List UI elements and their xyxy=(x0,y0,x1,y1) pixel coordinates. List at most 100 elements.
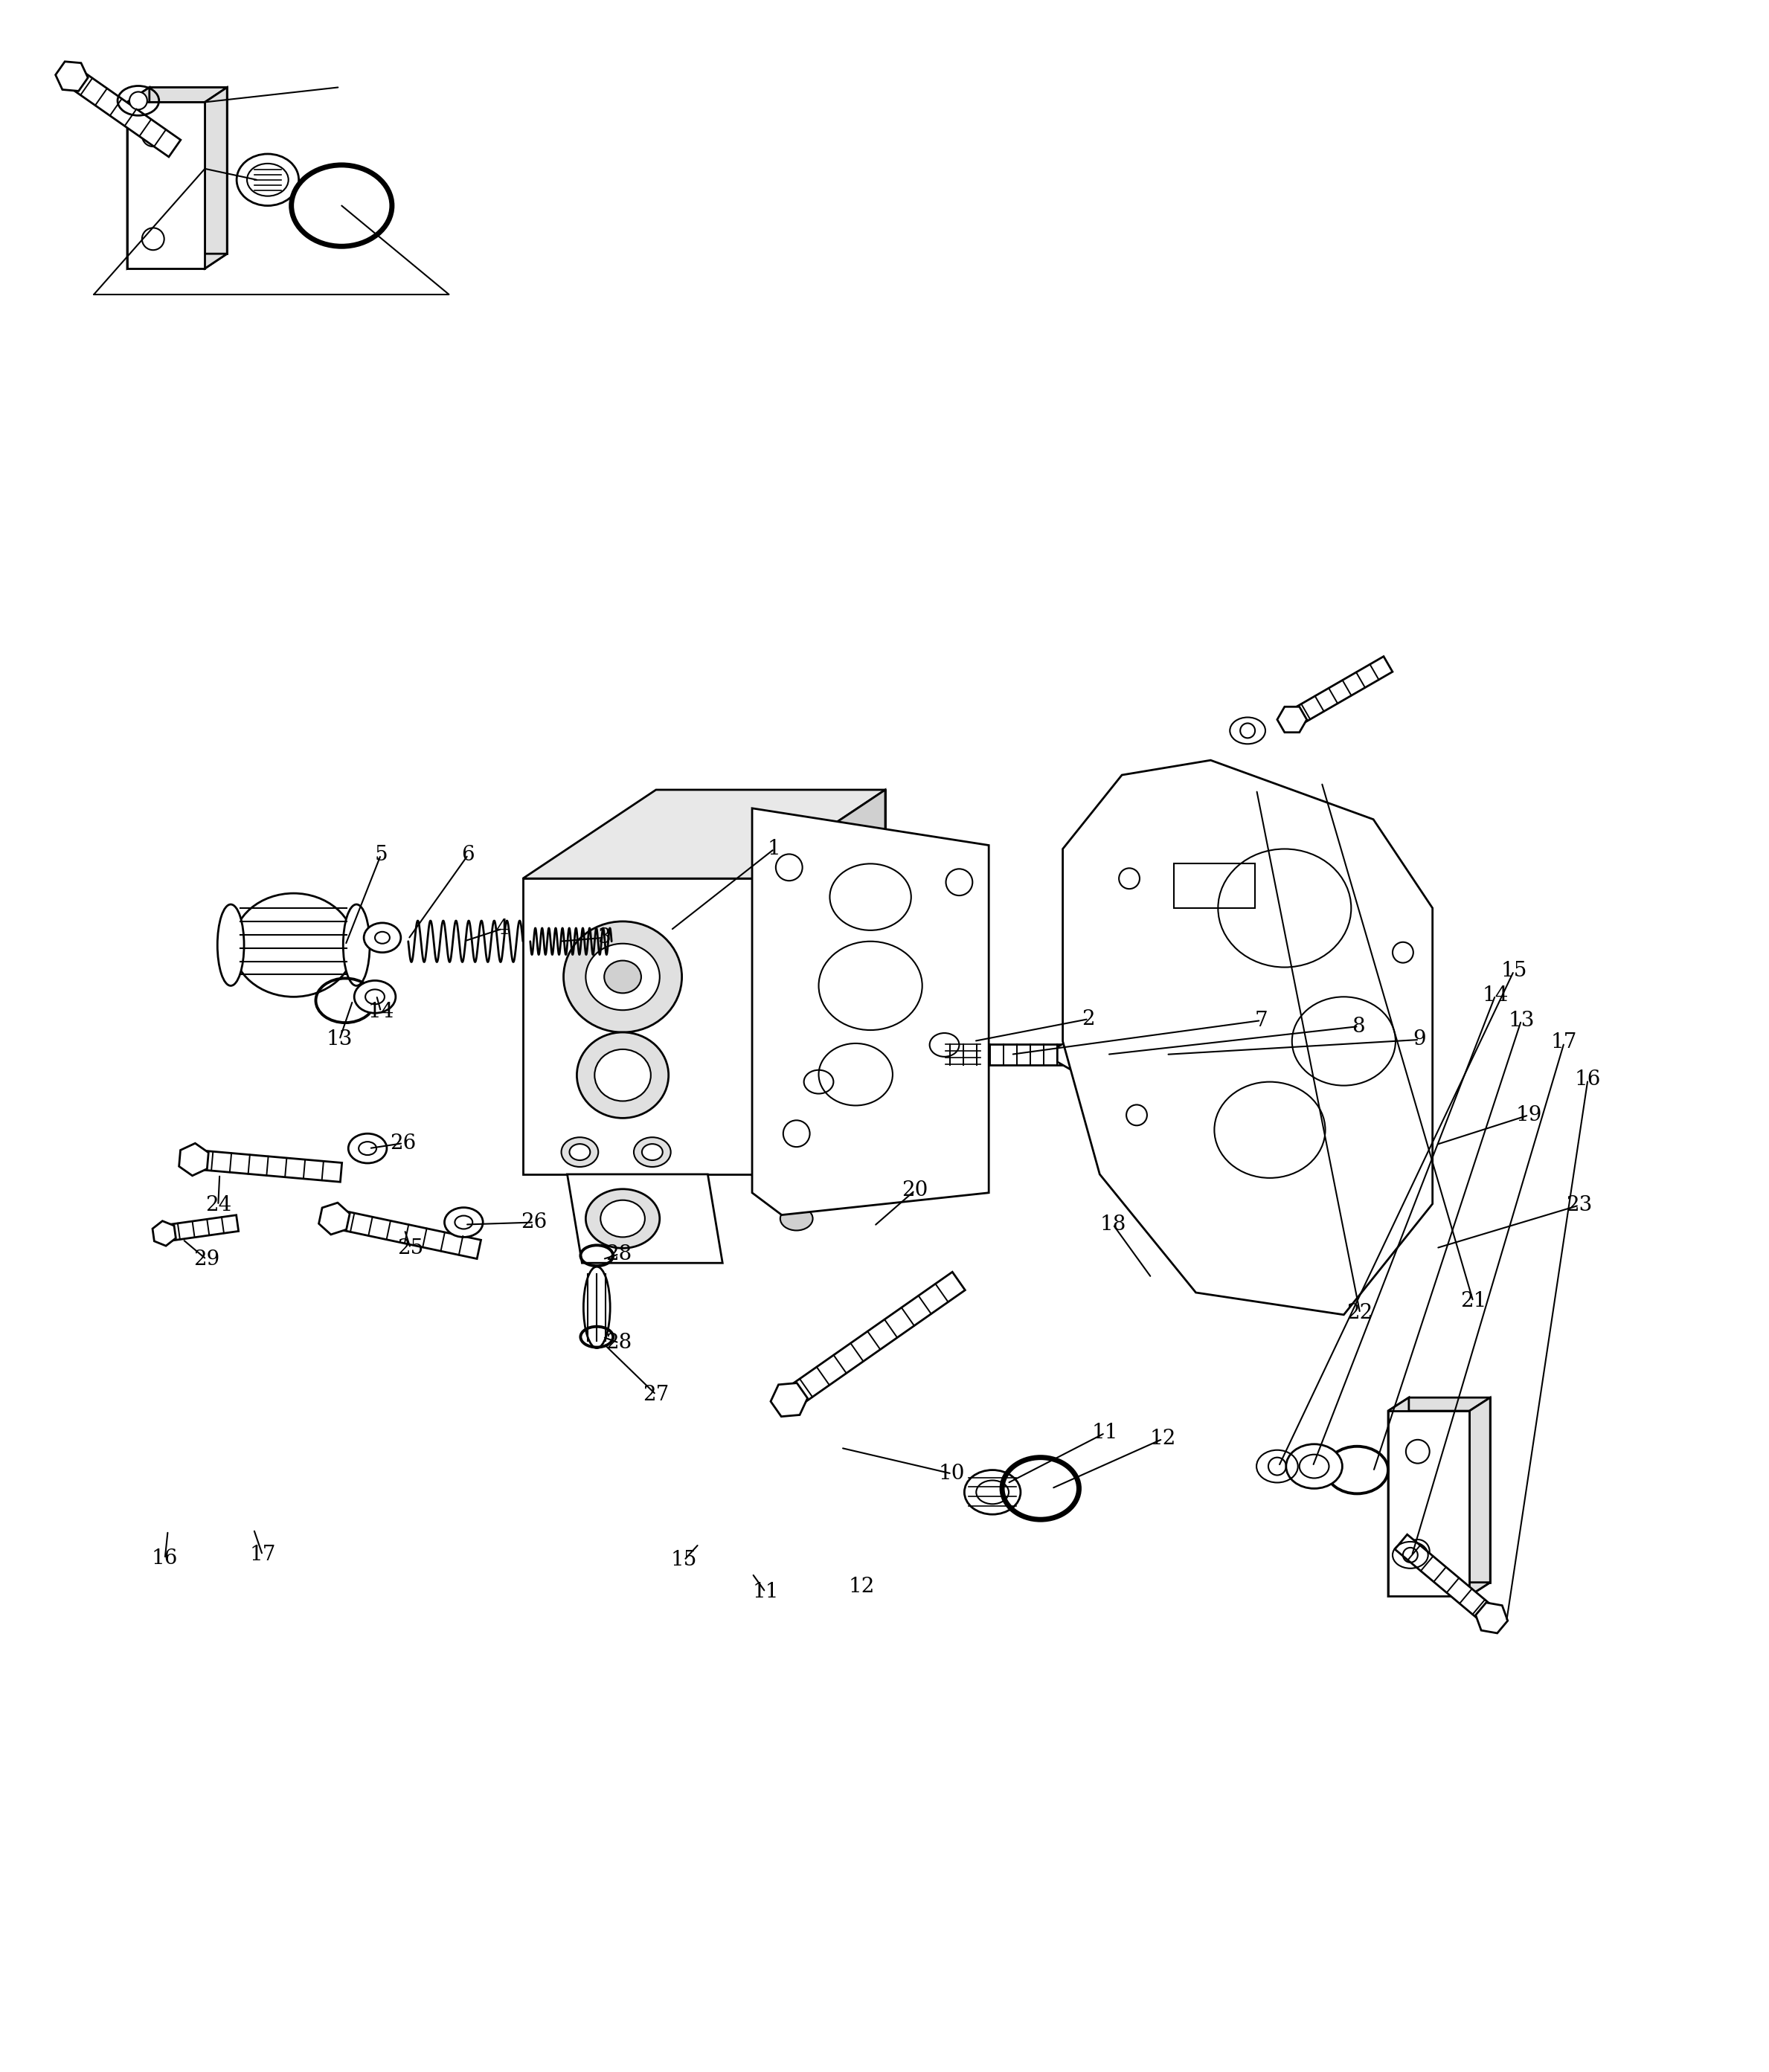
Ellipse shape xyxy=(1203,1040,1242,1069)
Polygon shape xyxy=(127,253,226,269)
Ellipse shape xyxy=(1286,1444,1343,1488)
Polygon shape xyxy=(127,87,149,269)
Text: 3: 3 xyxy=(598,928,610,947)
Ellipse shape xyxy=(364,922,402,953)
Text: 23: 23 xyxy=(1566,1196,1592,1216)
Ellipse shape xyxy=(248,164,288,197)
Text: 20: 20 xyxy=(902,1181,929,1200)
Text: 19: 19 xyxy=(1516,1104,1543,1125)
Ellipse shape xyxy=(354,980,396,1013)
Ellipse shape xyxy=(584,1266,610,1349)
Polygon shape xyxy=(163,1214,239,1241)
Text: 14: 14 xyxy=(368,1001,394,1021)
Ellipse shape xyxy=(561,1138,598,1167)
Polygon shape xyxy=(65,68,180,157)
Text: 4: 4 xyxy=(495,918,509,939)
Ellipse shape xyxy=(1127,1040,1162,1067)
Text: 15: 15 xyxy=(670,1550,697,1571)
Text: 26: 26 xyxy=(520,1212,547,1233)
Ellipse shape xyxy=(1136,1048,1152,1061)
Ellipse shape xyxy=(343,903,370,986)
Ellipse shape xyxy=(633,1138,670,1167)
Polygon shape xyxy=(179,1144,209,1175)
Polygon shape xyxy=(752,808,989,1214)
Circle shape xyxy=(129,91,147,110)
Ellipse shape xyxy=(785,955,853,1007)
Bar xyxy=(1173,864,1254,908)
Ellipse shape xyxy=(218,903,244,986)
Ellipse shape xyxy=(570,1144,591,1160)
Ellipse shape xyxy=(237,153,299,205)
Ellipse shape xyxy=(444,1208,483,1237)
Polygon shape xyxy=(524,879,752,1175)
Polygon shape xyxy=(55,62,88,91)
Text: 12: 12 xyxy=(1150,1430,1176,1448)
Ellipse shape xyxy=(586,943,660,1011)
Polygon shape xyxy=(1389,1397,1489,1411)
Polygon shape xyxy=(568,1175,722,1264)
Text: 1: 1 xyxy=(768,839,780,860)
Text: 29: 29 xyxy=(193,1249,219,1270)
Polygon shape xyxy=(1058,1040,1083,1069)
Polygon shape xyxy=(1394,1535,1498,1624)
Ellipse shape xyxy=(577,1032,669,1119)
Polygon shape xyxy=(333,1210,481,1260)
Ellipse shape xyxy=(359,1142,377,1154)
Ellipse shape xyxy=(600,1200,646,1237)
Polygon shape xyxy=(771,1382,807,1417)
Text: 12: 12 xyxy=(849,1577,874,1598)
Polygon shape xyxy=(782,1272,966,1409)
Ellipse shape xyxy=(1300,1455,1329,1477)
Polygon shape xyxy=(1288,657,1392,727)
Polygon shape xyxy=(524,789,884,879)
Text: 11: 11 xyxy=(1091,1423,1118,1442)
Text: 24: 24 xyxy=(205,1196,232,1216)
Polygon shape xyxy=(1470,1397,1489,1595)
Polygon shape xyxy=(1063,760,1433,1316)
Ellipse shape xyxy=(234,893,354,997)
Ellipse shape xyxy=(564,922,681,1032)
Polygon shape xyxy=(152,1220,175,1245)
Text: 28: 28 xyxy=(607,1243,632,1264)
Ellipse shape xyxy=(780,1206,812,1231)
Text: 25: 25 xyxy=(398,1239,423,1258)
Text: 22: 22 xyxy=(1346,1303,1373,1324)
Ellipse shape xyxy=(605,961,640,992)
Polygon shape xyxy=(1408,1397,1489,1583)
Polygon shape xyxy=(1475,1602,1507,1633)
Text: 11: 11 xyxy=(752,1581,778,1602)
Ellipse shape xyxy=(976,1479,1008,1504)
Polygon shape xyxy=(1389,1411,1470,1595)
Text: 18: 18 xyxy=(1100,1214,1127,1235)
Text: 13: 13 xyxy=(1509,1011,1534,1030)
Text: 14: 14 xyxy=(1482,986,1509,1005)
Text: 2: 2 xyxy=(1083,1009,1095,1030)
Text: 17: 17 xyxy=(249,1546,276,1564)
Text: 21: 21 xyxy=(1459,1291,1486,1312)
Ellipse shape xyxy=(594,1048,651,1100)
Text: 15: 15 xyxy=(1500,961,1527,980)
Text: 28: 28 xyxy=(607,1332,632,1353)
Text: 16: 16 xyxy=(1574,1069,1601,1090)
Text: 7: 7 xyxy=(1254,1011,1268,1030)
Text: 16: 16 xyxy=(152,1548,179,1569)
Ellipse shape xyxy=(780,1133,812,1156)
Polygon shape xyxy=(656,789,884,1086)
Polygon shape xyxy=(752,789,884,1175)
Ellipse shape xyxy=(642,1144,663,1160)
Polygon shape xyxy=(149,87,226,253)
Text: 9: 9 xyxy=(1413,1030,1426,1051)
Text: 13: 13 xyxy=(325,1030,352,1051)
Polygon shape xyxy=(318,1202,350,1235)
Polygon shape xyxy=(938,1044,1070,1065)
Text: 26: 26 xyxy=(389,1133,416,1154)
Polygon shape xyxy=(1389,1397,1408,1595)
Polygon shape xyxy=(193,1150,341,1181)
Ellipse shape xyxy=(1214,1048,1231,1061)
Ellipse shape xyxy=(366,990,384,1005)
Ellipse shape xyxy=(455,1216,472,1229)
Polygon shape xyxy=(127,102,205,269)
Text: 17: 17 xyxy=(1551,1032,1578,1053)
Text: 5: 5 xyxy=(375,845,387,864)
Ellipse shape xyxy=(348,1133,387,1162)
